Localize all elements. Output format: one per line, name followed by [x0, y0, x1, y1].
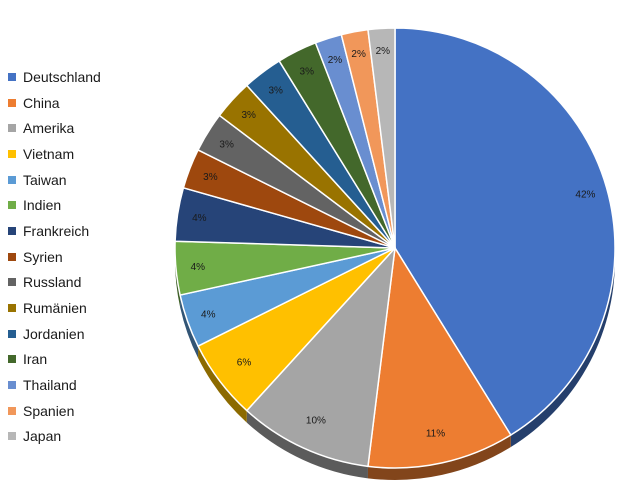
legend-item: Syrien	[8, 244, 158, 270]
pie-slice-japan	[367, 27, 396, 249]
legend-swatch	[8, 98, 16, 107]
legend-label: Deutschland	[23, 68, 101, 85]
legend-item: Thailand	[8, 372, 158, 398]
legend-swatch	[8, 149, 16, 158]
data-label-amerika: 10%	[306, 415, 326, 426]
legend-label: China	[23, 94, 60, 111]
legend-swatch	[8, 278, 16, 287]
data-label-iran: 3%	[300, 66, 315, 77]
legend-item: Spanien	[8, 398, 158, 424]
slice-depth-deutschland	[510, 248, 615, 448]
legend-label: Syrien	[23, 248, 63, 265]
data-label-china: 11%	[426, 428, 445, 439]
data-label-taiwan: 4%	[201, 309, 216, 320]
data-label-indien: 4%	[191, 262, 206, 273]
legend-label: Russland	[23, 274, 82, 291]
legend-label: Japan	[23, 428, 62, 445]
data-label-frankreich: 4%	[192, 213, 207, 224]
data-label-spanien: 2%	[351, 49, 366, 60]
legend-item: Iran	[8, 347, 158, 373]
pie-slice-deutschland	[394, 27, 616, 436]
data-label-thailand: 2%	[328, 55, 343, 66]
data-label-rumänien: 3%	[241, 110, 256, 121]
slice-depth-vietnam	[198, 346, 247, 423]
legend-swatch	[8, 201, 16, 210]
legend-item: Amerika	[8, 115, 158, 141]
pie-slice-china	[367, 247, 512, 469]
legend-label: Spanien	[23, 402, 75, 419]
legend-swatch	[8, 226, 16, 235]
legend-swatch	[8, 252, 16, 261]
legend-swatch	[8, 329, 16, 338]
legend-label: Iran	[23, 351, 48, 368]
slice-depth-amerika	[246, 410, 368, 479]
legend-item: Deutschland	[8, 64, 158, 90]
slice-depth-china	[367, 435, 511, 480]
legend-swatch	[8, 355, 16, 364]
data-label-russland: 3%	[219, 139, 234, 150]
legend-label: Amerika	[23, 120, 75, 137]
legend-label: Vietnam	[23, 145, 75, 162]
legend-label: Indien	[23, 197, 62, 214]
legend-item: Taiwan	[8, 167, 158, 193]
data-label-japan: 2%	[376, 46, 391, 57]
legend-swatch	[8, 175, 16, 184]
data-label-syrien: 3%	[203, 172, 218, 183]
legend-swatch	[8, 124, 16, 133]
data-label-deutschland: 42%	[575, 189, 595, 200]
legend-item: Japan	[8, 424, 158, 450]
legend-label: Thailand	[23, 377, 77, 394]
legend-label: Taiwan	[23, 171, 67, 188]
data-label-vietnam: 6%	[237, 358, 252, 369]
legend: Deutschland China Amerika Vietnam Taiwan Indi…	[8, 64, 158, 449]
legend-item: Russland	[8, 270, 158, 296]
legend-swatch	[8, 304, 16, 313]
legend-item: Vietnam	[8, 141, 158, 167]
legend-item: Jordanien	[8, 321, 158, 347]
data-label-jordanien: 3%	[268, 85, 283, 96]
legend-swatch	[8, 406, 16, 415]
legend-item: Indien	[8, 192, 158, 218]
pie-slice-amerika	[246, 247, 396, 468]
legend-item: China	[8, 90, 158, 116]
legend-label: Jordanien	[23, 325, 85, 342]
legend-swatch	[8, 72, 16, 81]
legend-swatch	[8, 432, 16, 441]
legend-item: Frankreich	[8, 218, 158, 244]
legend-swatch	[8, 381, 16, 390]
legend-item: Rumänien	[8, 295, 158, 321]
legend-label: Frankreich	[23, 222, 90, 239]
legend-label: Rumänien	[23, 300, 87, 317]
